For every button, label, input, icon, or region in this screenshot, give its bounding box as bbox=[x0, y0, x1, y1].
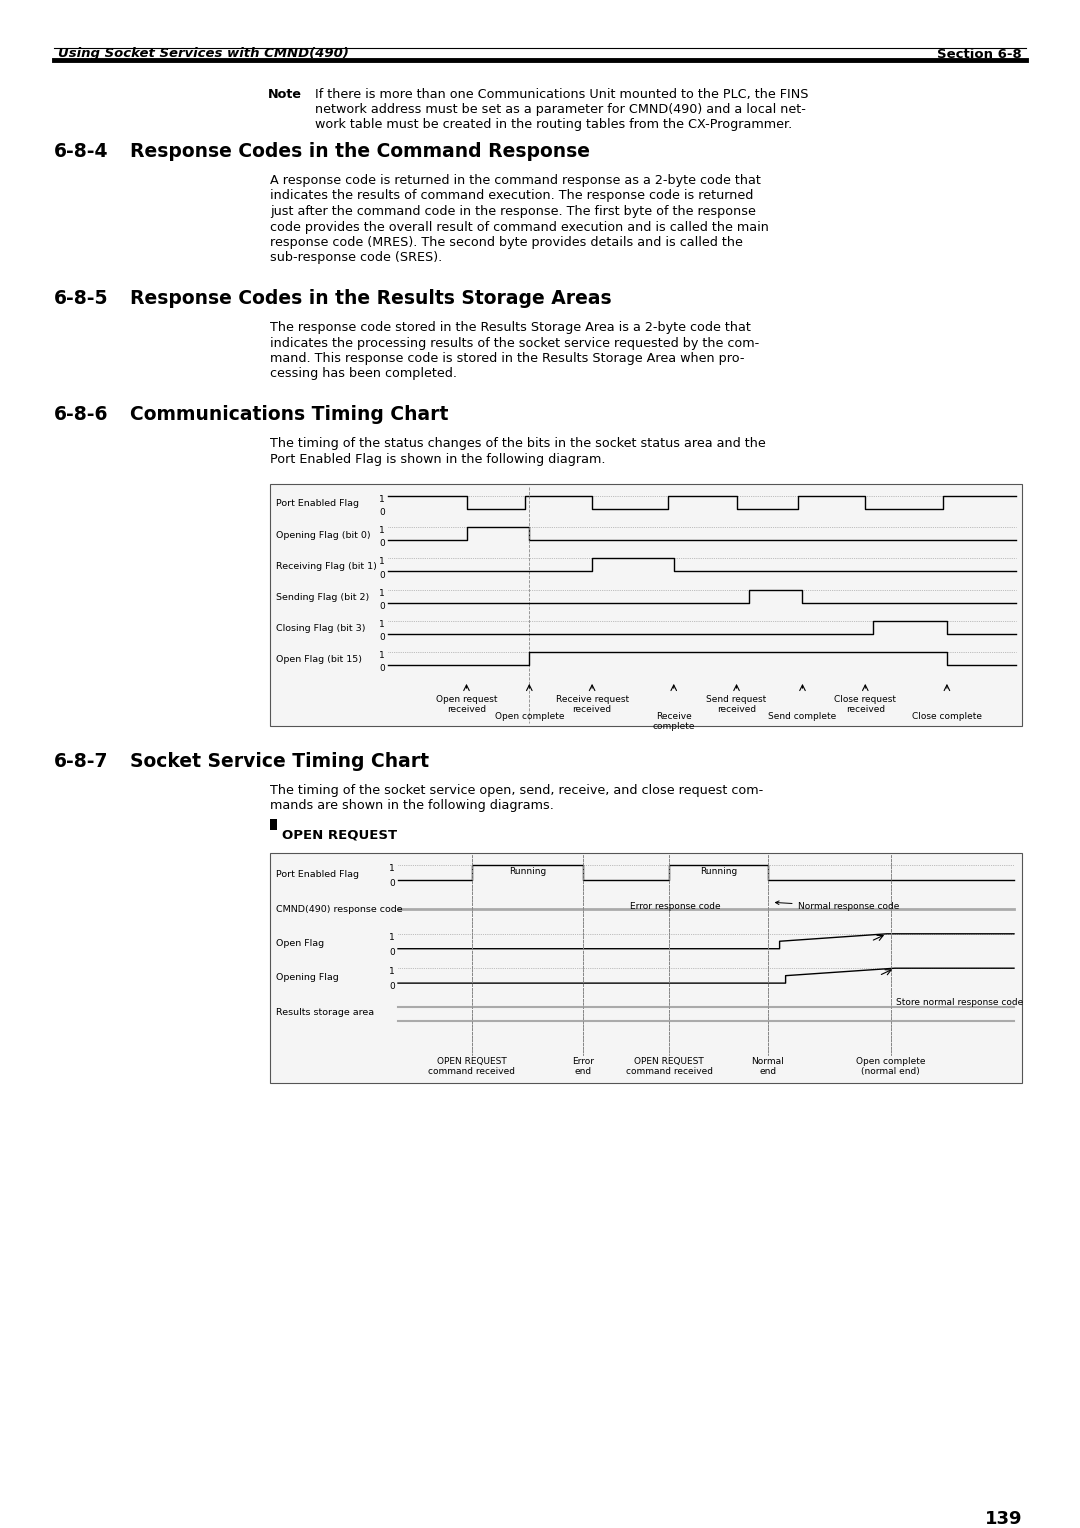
Text: OPEN REQUEST
command received: OPEN REQUEST command received bbox=[625, 1057, 713, 1076]
Text: Response Codes in the Command Response: Response Codes in the Command Response bbox=[130, 142, 590, 160]
Text: 6-8-4: 6-8-4 bbox=[54, 142, 108, 160]
Text: 6-8-5: 6-8-5 bbox=[54, 289, 108, 309]
Text: 6-8-7: 6-8-7 bbox=[54, 752, 108, 772]
Text: 1: 1 bbox=[389, 967, 395, 976]
Text: Section 6-8: Section 6-8 bbox=[937, 47, 1022, 61]
Text: Send request
received: Send request received bbox=[706, 695, 767, 715]
Text: mand. This response code is stored in the Results Storage Area when pro-: mand. This response code is stored in th… bbox=[270, 351, 744, 365]
Text: 0: 0 bbox=[379, 570, 384, 579]
Text: Opening Flag: Opening Flag bbox=[276, 973, 339, 983]
Text: Close complete: Close complete bbox=[912, 712, 982, 721]
Text: indicates the results of command execution. The response code is returned: indicates the results of command executi… bbox=[270, 189, 754, 203]
Text: Port Enabled Flag is shown in the following diagram.: Port Enabled Flag is shown in the follow… bbox=[270, 452, 606, 466]
Text: mands are shown in the following diagrams.: mands are shown in the following diagram… bbox=[270, 799, 554, 813]
Text: Sending Flag (bit 2): Sending Flag (bit 2) bbox=[276, 593, 369, 602]
Text: 0: 0 bbox=[379, 633, 384, 642]
Text: The response code stored in the Results Storage Area is a 2-byte code that: The response code stored in the Results … bbox=[270, 321, 751, 335]
Text: cessing has been completed.: cessing has been completed. bbox=[270, 368, 457, 380]
Text: Port Enabled Flag: Port Enabled Flag bbox=[276, 871, 359, 879]
Text: The timing of the status changes of the bits in the socket status area and the: The timing of the status changes of the … bbox=[270, 437, 766, 451]
Text: Note: Note bbox=[268, 89, 302, 101]
Text: 139: 139 bbox=[985, 1510, 1022, 1528]
Text: CMND(490) response code: CMND(490) response code bbox=[276, 905, 403, 914]
Text: Using Socket Services with CMND(490): Using Socket Services with CMND(490) bbox=[58, 47, 349, 61]
Text: 0: 0 bbox=[389, 983, 395, 992]
Text: Receiving Flag (bit 1): Receiving Flag (bit 1) bbox=[276, 562, 377, 570]
Text: 6-8-6: 6-8-6 bbox=[54, 405, 108, 423]
Text: code provides the overall result of command execution and is called the main: code provides the overall result of comm… bbox=[270, 220, 769, 234]
Text: 1: 1 bbox=[379, 620, 384, 628]
Text: Open Flag: Open Flag bbox=[276, 940, 324, 947]
Text: Error response code: Error response code bbox=[630, 902, 720, 911]
Text: indicates the processing results of the socket service requested by the com-: indicates the processing results of the … bbox=[270, 336, 759, 350]
Text: Socket Service Timing Chart: Socket Service Timing Chart bbox=[130, 752, 429, 772]
Text: 0: 0 bbox=[389, 947, 395, 957]
Text: response code (MRES). The second byte provides details and is called the: response code (MRES). The second byte pr… bbox=[270, 235, 743, 249]
FancyBboxPatch shape bbox=[270, 853, 1022, 1083]
Text: Opening Flag (bit 0): Opening Flag (bit 0) bbox=[276, 530, 370, 539]
Text: Send complete: Send complete bbox=[768, 712, 837, 721]
Text: Open Flag (bit 15): Open Flag (bit 15) bbox=[276, 656, 362, 665]
Text: Receive request
received: Receive request received bbox=[555, 695, 629, 715]
Text: OPEN REQUEST
command received: OPEN REQUEST command received bbox=[429, 1057, 515, 1076]
Bar bbox=[270, 819, 276, 830]
Text: Normal
end: Normal end bbox=[752, 1057, 784, 1076]
Text: 1: 1 bbox=[379, 558, 384, 567]
Text: Closing Flag (bit 3): Closing Flag (bit 3) bbox=[276, 623, 365, 633]
Text: 1: 1 bbox=[379, 526, 384, 535]
Text: network address must be set as a parameter for CMND(490) and a local net-: network address must be set as a paramet… bbox=[315, 102, 806, 116]
Text: Running: Running bbox=[700, 866, 737, 876]
Text: Store normal response code: Store normal response code bbox=[895, 998, 1023, 1007]
Text: A response code is returned in the command response as a 2-byte code that: A response code is returned in the comma… bbox=[270, 174, 761, 186]
Text: The timing of the socket service open, send, receive, and close request com-: The timing of the socket service open, s… bbox=[270, 784, 764, 798]
Text: Error
end: Error end bbox=[571, 1057, 594, 1076]
Text: Normal response code: Normal response code bbox=[775, 902, 899, 911]
Text: Response Codes in the Results Storage Areas: Response Codes in the Results Storage Ar… bbox=[130, 289, 611, 309]
Text: 0: 0 bbox=[379, 539, 384, 549]
Text: Open request
received: Open request received bbox=[435, 695, 497, 715]
Text: Port Enabled Flag: Port Enabled Flag bbox=[276, 500, 359, 509]
Text: Open complete: Open complete bbox=[495, 712, 564, 721]
Text: Running: Running bbox=[509, 866, 546, 876]
Text: Communications Timing Chart: Communications Timing Chart bbox=[130, 405, 448, 423]
Text: Open complete
(normal end): Open complete (normal end) bbox=[856, 1057, 926, 1076]
Text: sub-response code (SRES).: sub-response code (SRES). bbox=[270, 252, 442, 264]
Text: Close request
received: Close request received bbox=[834, 695, 896, 715]
Text: Results storage area: Results storage area bbox=[276, 1008, 374, 1016]
Text: If there is more than one Communications Unit mounted to the PLC, the FINS: If there is more than one Communications… bbox=[315, 89, 809, 101]
FancyBboxPatch shape bbox=[270, 484, 1022, 726]
Text: Receive
complete: Receive complete bbox=[652, 712, 696, 732]
Text: 1: 1 bbox=[379, 588, 384, 597]
Text: 1: 1 bbox=[379, 495, 384, 504]
Text: 0: 0 bbox=[379, 509, 384, 516]
Text: 1: 1 bbox=[389, 863, 395, 872]
Text: 0: 0 bbox=[379, 602, 384, 611]
Text: work table must be created in the routing tables from the CX-Programmer.: work table must be created in the routin… bbox=[315, 118, 793, 131]
Text: 1: 1 bbox=[389, 932, 395, 941]
Text: 1: 1 bbox=[379, 651, 384, 660]
Text: 0: 0 bbox=[379, 665, 384, 672]
Text: 0: 0 bbox=[389, 879, 395, 888]
Text: OPEN REQUEST: OPEN REQUEST bbox=[282, 830, 397, 842]
Text: just after the command code in the response. The first byte of the response: just after the command code in the respo… bbox=[270, 205, 756, 219]
